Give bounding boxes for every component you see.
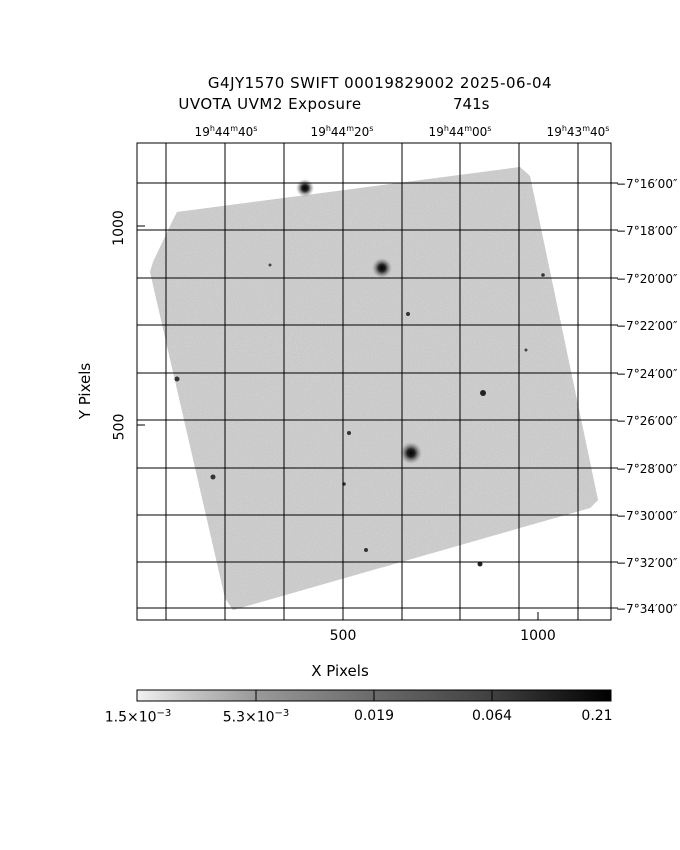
dec-tick-label: −7°32′00″ bbox=[616, 556, 678, 570]
dec-tick-label: −7°24′00″ bbox=[616, 367, 678, 381]
exposure-footprint bbox=[150, 167, 598, 610]
ra-tick-label: 19h44m40s bbox=[194, 124, 258, 139]
colorbar-label: 1.5×10−3 bbox=[104, 708, 172, 726]
dec-tick-label: −7°26′00″ bbox=[616, 414, 678, 428]
plot-frame bbox=[136, 142, 612, 621]
dec-tick-label: −7°22′00″ bbox=[616, 319, 678, 333]
colorbar-label: 0.064 bbox=[471, 708, 513, 724]
dec-tick-label: −7°34′00″ bbox=[616, 602, 678, 616]
y-axis-label: Y Pixels bbox=[76, 362, 95, 420]
coordinate-grid bbox=[137, 143, 611, 620]
y-tick-label: 1000 bbox=[110, 210, 127, 246]
ra-tick-label: 19h44m20s bbox=[310, 124, 374, 139]
dec-tick-label: −7°20′00″ bbox=[616, 272, 678, 286]
ra-tick-label: 19h44m00s bbox=[428, 124, 492, 139]
dec-tick-label: −7°30′00″ bbox=[616, 509, 678, 523]
ra-tick-label: 19h43m40s bbox=[546, 124, 610, 139]
plot-title-line2: UVOTA UVM2 Exposure bbox=[178, 95, 362, 113]
exposure-time: 741s bbox=[453, 95, 490, 113]
pixel-axis-ticks bbox=[137, 182, 618, 620]
colorbar bbox=[136, 689, 612, 702]
dec-tick-label: −7°16′00″ bbox=[616, 177, 678, 191]
dec-tick-label: −7°18′00″ bbox=[616, 224, 678, 238]
x-tick-label: 1000 bbox=[520, 628, 556, 644]
colorbar-label: 5.3×10−3 bbox=[222, 708, 290, 726]
colorbar-label: 0.21 bbox=[581, 708, 613, 724]
plot-title-line1: G4JY1570 SWIFT 00019829002 2025-06-04 bbox=[207, 74, 553, 92]
dec-tick-label: −7°28′00″ bbox=[616, 462, 678, 476]
colorbar-label: 0.019 bbox=[353, 708, 395, 724]
x-axis-label: X Pixels bbox=[311, 662, 369, 680]
sources bbox=[174, 179, 545, 567]
x-tick-label: 500 bbox=[329, 628, 357, 644]
y-tick-label: 500 bbox=[111, 413, 128, 441]
